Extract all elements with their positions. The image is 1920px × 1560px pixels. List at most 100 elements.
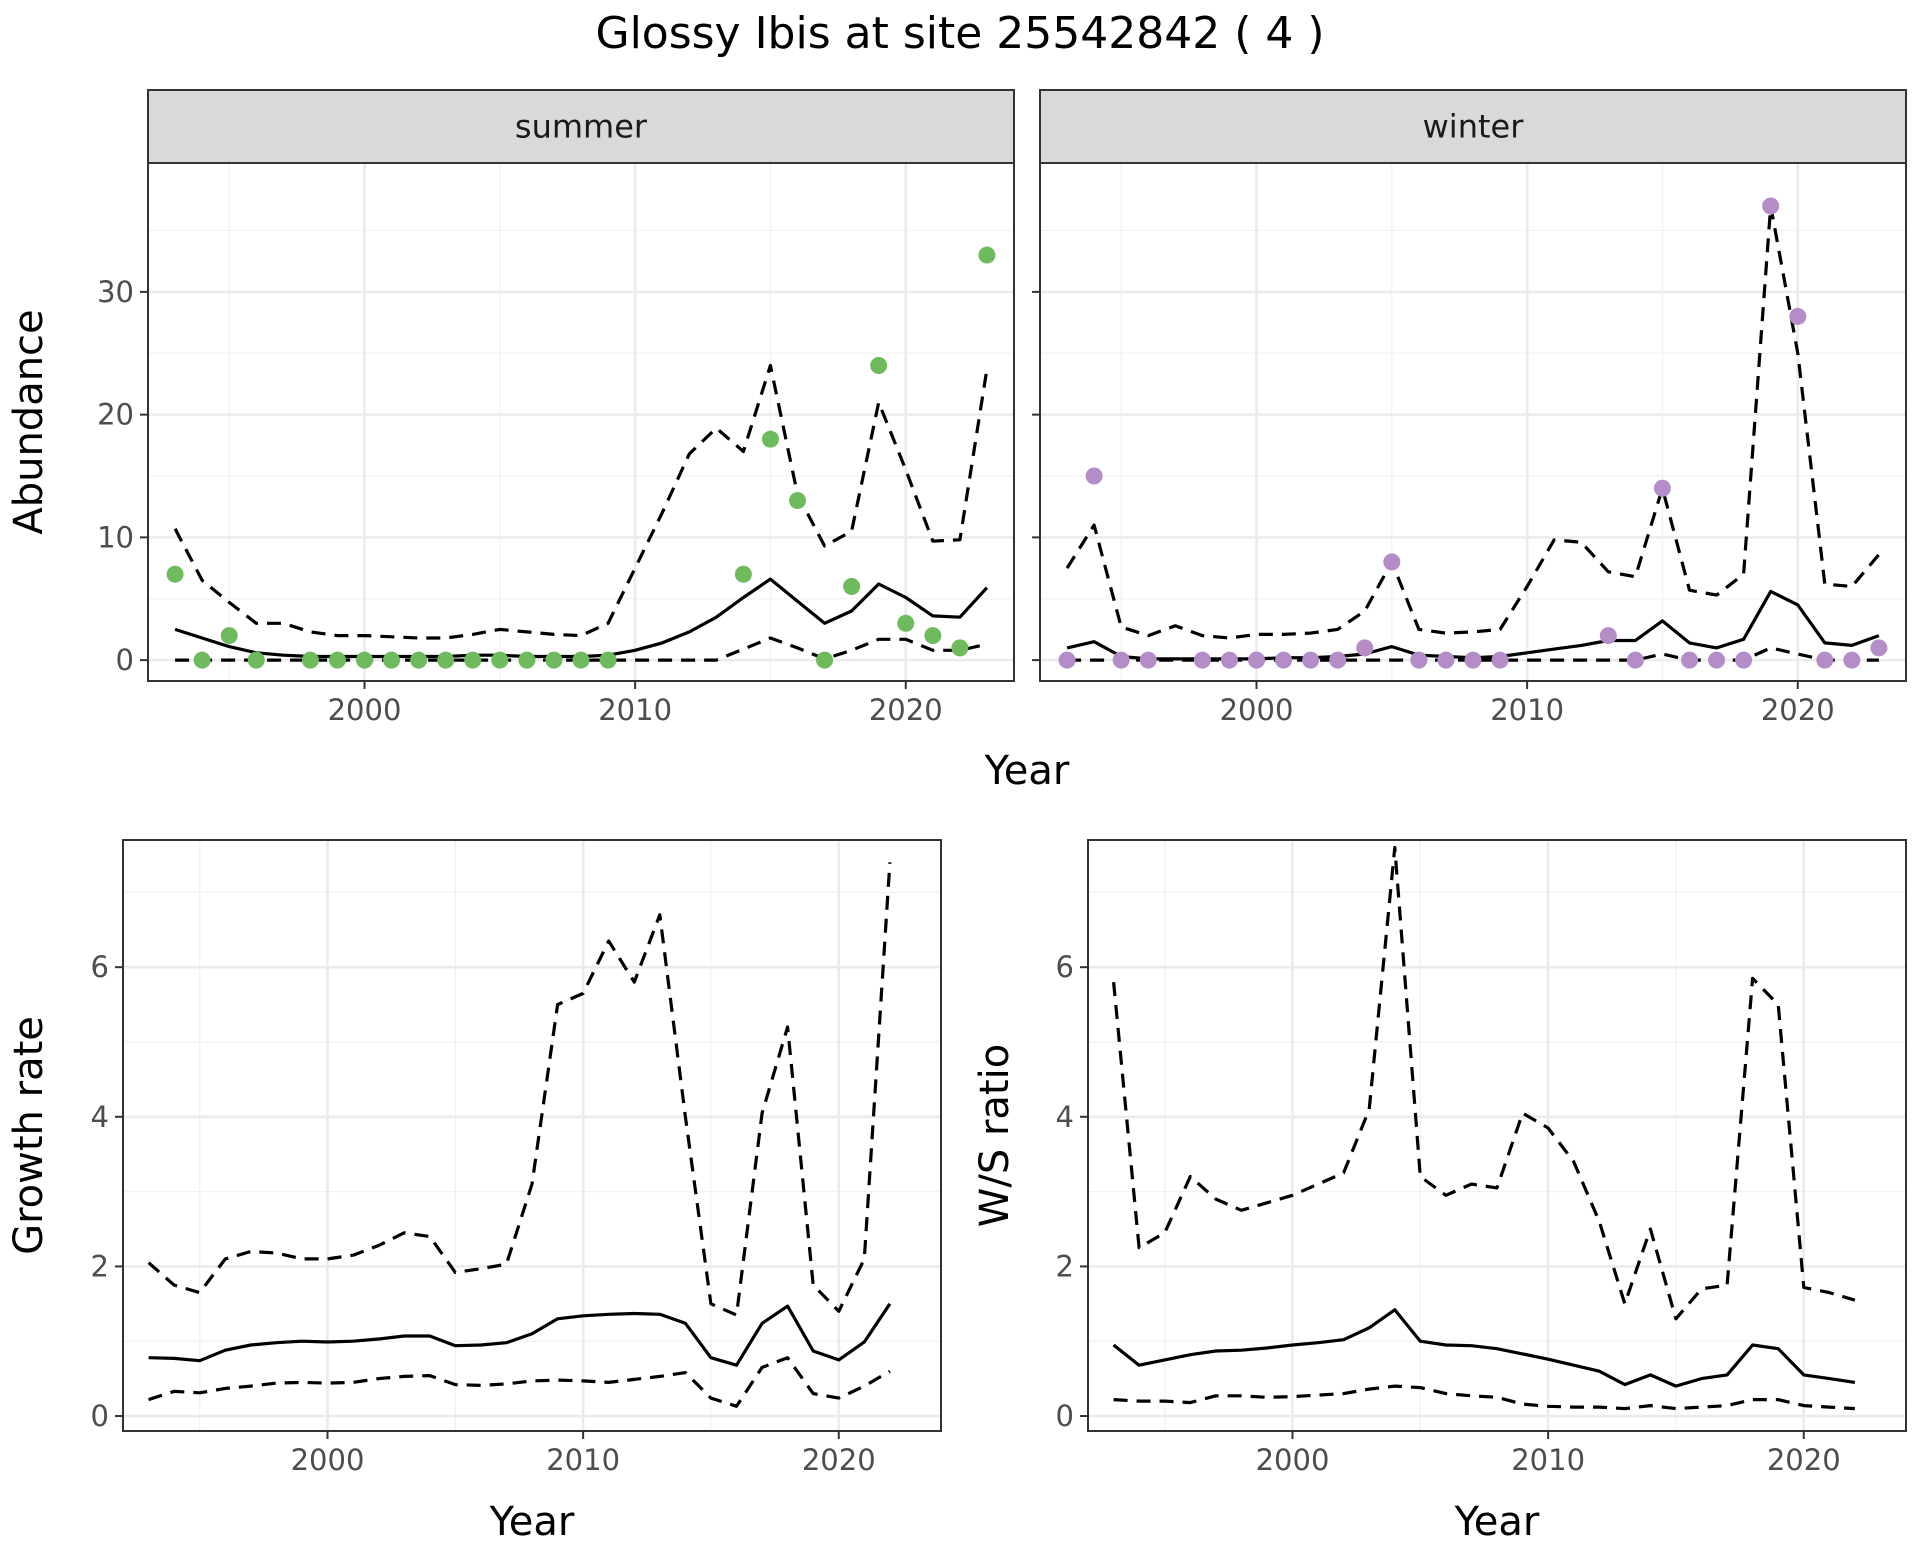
facet-strip-label: summer xyxy=(515,108,648,146)
x-axis-title: Year xyxy=(1454,1499,1540,1545)
data-point xyxy=(1708,651,1726,669)
panel-ws-ratio: 2000 2010 2020 0 2 4 6 W/S ratio Year xyxy=(972,839,1907,1545)
data-point xyxy=(1058,651,1076,669)
data-point xyxy=(1816,651,1834,669)
x-tick-label: 2020 xyxy=(1761,693,1835,727)
data-point xyxy=(1356,639,1374,657)
panel-growth-rate: 2000 2010 2020 0 2 4 6 Growth rate Year xyxy=(6,839,942,1545)
data-point xyxy=(1248,651,1265,669)
data-point xyxy=(572,651,590,669)
data-point xyxy=(437,651,455,669)
data-point xyxy=(1843,651,1861,669)
series-line-upper xyxy=(1112,845,1856,1321)
data-point xyxy=(1626,651,1644,669)
series-line-upper xyxy=(1065,204,1881,640)
data-point xyxy=(491,651,509,669)
facet-strip xyxy=(1039,89,1907,164)
data-point xyxy=(1789,307,1807,325)
data-point xyxy=(951,639,969,657)
data-point xyxy=(1681,651,1698,669)
data-point xyxy=(1329,651,1347,669)
x-tick-label: 2000 xyxy=(328,693,402,727)
series-line-estimate xyxy=(1112,1308,1856,1388)
panel-winter: winter 2000 2010 2020 xyxy=(1032,89,1907,727)
y-tick-label: 6 xyxy=(1056,950,1074,984)
y-tick-label: 10 xyxy=(97,520,134,554)
data-point xyxy=(328,651,346,669)
data-point xyxy=(1735,651,1753,669)
facet-strip xyxy=(147,89,1015,164)
y-tick-label: 0 xyxy=(116,643,134,677)
plot-area xyxy=(1088,840,1906,1431)
data-point xyxy=(1139,651,1157,669)
data-point xyxy=(924,627,942,645)
x-tick-label: 2010 xyxy=(598,693,672,727)
data-point xyxy=(734,565,752,583)
plot-area xyxy=(148,163,1014,681)
x-tick-label: 2000 xyxy=(1256,1443,1330,1477)
data-point xyxy=(1302,651,1320,669)
y-axis-title: Growth rate xyxy=(6,1016,52,1255)
data-point xyxy=(383,651,401,669)
data-point xyxy=(816,651,834,669)
y-tick-label: 30 xyxy=(97,275,134,309)
data-point xyxy=(410,651,428,669)
top-x-axis-title: Year xyxy=(984,748,1070,794)
data-point xyxy=(1112,651,1130,669)
x-axis-title: Year xyxy=(489,1499,575,1545)
y-tick-label: 6 xyxy=(91,950,109,984)
chart-title: Glossy Ibis at site 25542842 ( 4 ) xyxy=(595,8,1324,59)
data-point xyxy=(1085,467,1103,485)
panel-border xyxy=(1087,839,1907,1432)
data-point xyxy=(1870,639,1888,657)
x-tick-label: 2010 xyxy=(546,1443,620,1477)
x-tick-label: 2020 xyxy=(802,1443,876,1477)
y-axis-title: W/S ratio xyxy=(972,1044,1018,1227)
panel-border xyxy=(147,162,1015,682)
y-tick-label: 0 xyxy=(91,1399,109,1433)
y-tick-label: 0 xyxy=(1056,1399,1074,1433)
y-tick-label: 2 xyxy=(1056,1249,1074,1283)
data-point xyxy=(1193,651,1211,669)
data-point xyxy=(545,651,563,669)
data-point xyxy=(1383,553,1401,571)
data-point xyxy=(599,651,617,669)
x-tick-label: 2010 xyxy=(1511,1443,1585,1477)
panel-border xyxy=(122,839,942,1432)
data-point xyxy=(1464,651,1482,669)
plot-area xyxy=(1040,163,1906,681)
series-line-lower xyxy=(1113,1384,1855,1411)
data-point xyxy=(1653,479,1671,497)
y-tick-label: 4 xyxy=(1056,1100,1074,1134)
data-point xyxy=(247,651,265,669)
data-point xyxy=(897,614,915,632)
x-tick-label: 2000 xyxy=(1220,693,1294,727)
facet-strip-label: winter xyxy=(1423,108,1525,146)
panel-summer: summer 2000 2010 2020 0 10 20 30 Abundance xyxy=(6,89,1015,727)
x-tick-label: 2020 xyxy=(1767,1443,1841,1477)
data-point xyxy=(1437,651,1455,669)
y-axis-title: Abundance xyxy=(6,309,52,534)
data-point xyxy=(220,627,238,645)
data-point xyxy=(1275,651,1293,669)
data-point xyxy=(1410,651,1428,669)
x-tick-label: 2020 xyxy=(869,693,943,727)
panel-border xyxy=(1039,162,1907,682)
data-point xyxy=(464,651,482,669)
data-point xyxy=(1491,651,1509,669)
series-line-upper xyxy=(147,862,892,1317)
y-tick-label: 20 xyxy=(97,398,134,432)
series-line-estimate xyxy=(148,1302,892,1367)
data-point xyxy=(166,565,184,583)
data-point xyxy=(1599,627,1617,645)
data-point xyxy=(356,651,373,669)
x-tick-label: 2000 xyxy=(291,1443,365,1477)
y-tick-label: 2 xyxy=(91,1249,109,1283)
y-tick-label: 4 xyxy=(91,1100,109,1134)
data-point xyxy=(518,651,536,669)
data-point xyxy=(789,492,806,510)
data-point xyxy=(301,651,319,669)
series-line-lower xyxy=(148,1356,891,1408)
data-point xyxy=(193,651,211,669)
